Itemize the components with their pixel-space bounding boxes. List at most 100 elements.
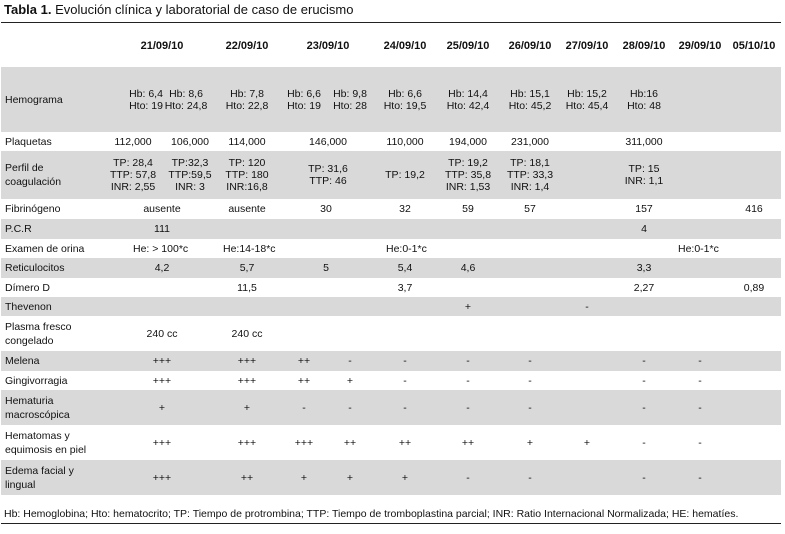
cell-value: +++ — [237, 375, 257, 387]
table-cell: ++ — [241, 472, 253, 484]
cell-value: 311,000 — [625, 136, 663, 148]
table-row: Hematomas y equimosis en piel +++ +++ +++ ++ +… — [1, 425, 781, 460]
table-cell: - — [698, 437, 702, 449]
cell-value: - — [403, 375, 407, 387]
table-cell: ++ — [344, 437, 356, 449]
row-label-line: Reticulocitos — [5, 262, 65, 274]
table-number: Tabla 1. — [4, 2, 52, 17]
table-cell: - — [466, 355, 470, 367]
cell-value: 0,89 — [743, 282, 765, 294]
cell-value: Hto: 19 — [129, 100, 163, 112]
cell-value: - — [528, 355, 532, 367]
table-cell: - — [466, 375, 470, 387]
cell-value: TTP:59,5 — [168, 169, 212, 181]
table-row: Melena +++ +++ ++ - - - - - - — [1, 351, 781, 371]
cell-value: Hb: 9,8 — [333, 88, 367, 100]
cell-value: +++ — [152, 375, 172, 387]
table-cell: Hb: 15,1 Hto: 45,2 — [509, 88, 552, 112]
table-row: Examen de orina He: > 100*c He:14-18*c He:0… — [1, 239, 781, 258]
row-label: Edema facial y lingual — [5, 464, 74, 492]
date-header: 23/09/10 — [306, 40, 350, 52]
row-label: Examen de orina — [5, 242, 84, 256]
cell-value: Hto: 45,4 — [565, 100, 609, 112]
table-cell: 11,5 — [237, 282, 257, 294]
cell-value: ausente — [143, 203, 181, 215]
table-cell: 157 — [635, 203, 653, 215]
cell-value: 57 — [524, 203, 536, 215]
cell-value: He:14-18*c — [223, 243, 276, 255]
row-label: Plaquetas — [5, 135, 52, 149]
row-label: Hemograma — [5, 93, 63, 107]
table-cell: Hb: 6,4 Hto: 19 — [129, 88, 163, 112]
table-row: Gingivorragia +++ +++ ++ + - - - - - — [1, 371, 781, 390]
row-label-line: Hemograma — [5, 94, 63, 106]
cell-value: TP:32,3 — [171, 157, 209, 169]
cell-value: - — [642, 355, 646, 367]
cell-value: + — [243, 402, 251, 414]
table-cell: 194,000 — [449, 136, 487, 148]
table-cell: - — [348, 355, 352, 367]
cell-value: ++ — [297, 375, 311, 387]
row-label: P.C.R — [5, 222, 32, 236]
table-cell: 111 — [154, 223, 170, 235]
row-label-line: Hematuria — [5, 395, 54, 407]
cell-value: 240 cc — [146, 328, 178, 340]
cell-value: Hb: 6,6 — [388, 88, 422, 100]
cell-value: Hb: 14,4 — [448, 88, 488, 100]
cell-value: 4,6 — [460, 262, 476, 274]
cell-value: 146,000 — [309, 136, 347, 148]
table-cell: - — [528, 402, 532, 414]
table-cell: 146,000 — [309, 136, 347, 148]
date-header: 05/10/10 — [732, 40, 776, 52]
table-cell: He:0-1*c — [678, 243, 719, 255]
table-cell: 106,000 — [171, 136, 209, 148]
table-cell: 112,000 — [114, 136, 151, 148]
row-label-line: Perfil de — [5, 162, 44, 174]
cell-value: + — [158, 402, 166, 414]
table-cell: 4,6 — [461, 262, 476, 274]
cell-value: 231,000 — [511, 136, 549, 148]
cell-value: TP: 18,1 — [510, 157, 550, 169]
row-label-line: coagulación — [5, 176, 62, 188]
table-cell: Hb: 15,2 Hto: 45,4 — [566, 88, 609, 112]
table-cell: - — [698, 355, 702, 367]
row-label: Hematomas y equimosis en piel — [5, 429, 86, 457]
row-label-line: Dímero D — [5, 282, 50, 294]
cell-value: Hto: 19 — [287, 100, 321, 112]
table-cell: - — [403, 355, 407, 367]
cell-value: 106,000 — [171, 136, 209, 148]
cell-value: INR: 3 — [175, 181, 205, 193]
cell-value: ++ — [343, 437, 357, 449]
cell-value: + — [300, 472, 308, 484]
table-cell: 32 — [399, 203, 411, 215]
table-cell: ++ — [462, 437, 474, 449]
cell-value: 4,2 — [154, 262, 170, 274]
table-row: Edema facial y lingual +++ ++ + + + - - - - — [1, 460, 781, 495]
row-label-line: P.C.R — [5, 223, 32, 235]
table-cell: - — [698, 472, 702, 484]
cell-value: 416 — [745, 203, 763, 215]
cell-value: 4 — [641, 223, 647, 235]
cell-value: - — [698, 375, 702, 387]
cell-value: - — [528, 402, 532, 414]
row-label-line: Edema facial y — [5, 465, 74, 477]
table-cell: TP:32,3 TTP:59,5 INR: 3 — [168, 157, 211, 193]
cell-value: 32 — [399, 203, 411, 215]
cell-value: Hto: 22,8 — [225, 100, 269, 112]
table-cell: - — [302, 402, 306, 414]
table-cell: - — [585, 301, 589, 313]
table-cell: Hb: 6,6 Hto: 19,5 — [384, 88, 427, 112]
table-cell: +++ — [238, 355, 256, 367]
row-label-line: Thevenon — [5, 301, 52, 313]
cell-value: 114,000 — [228, 136, 266, 148]
cell-value: Hb: 6,6 — [287, 88, 321, 100]
cell-value: + — [583, 437, 591, 449]
cell-value: +++ — [294, 437, 314, 449]
table-row: Thevenon + - — [1, 297, 781, 316]
table-row: Perfil de coagulación TP: 28,4 TTP: 57,8 INR… — [1, 151, 781, 199]
table-cell: TP: 31,6 TTP: 46 — [308, 163, 348, 187]
row-label-line: Examen de orina — [5, 243, 85, 255]
cell-value: 240 cc — [231, 328, 263, 340]
cell-value: Hb: 6,4 — [129, 88, 163, 100]
table-cell: ++ — [399, 437, 411, 449]
